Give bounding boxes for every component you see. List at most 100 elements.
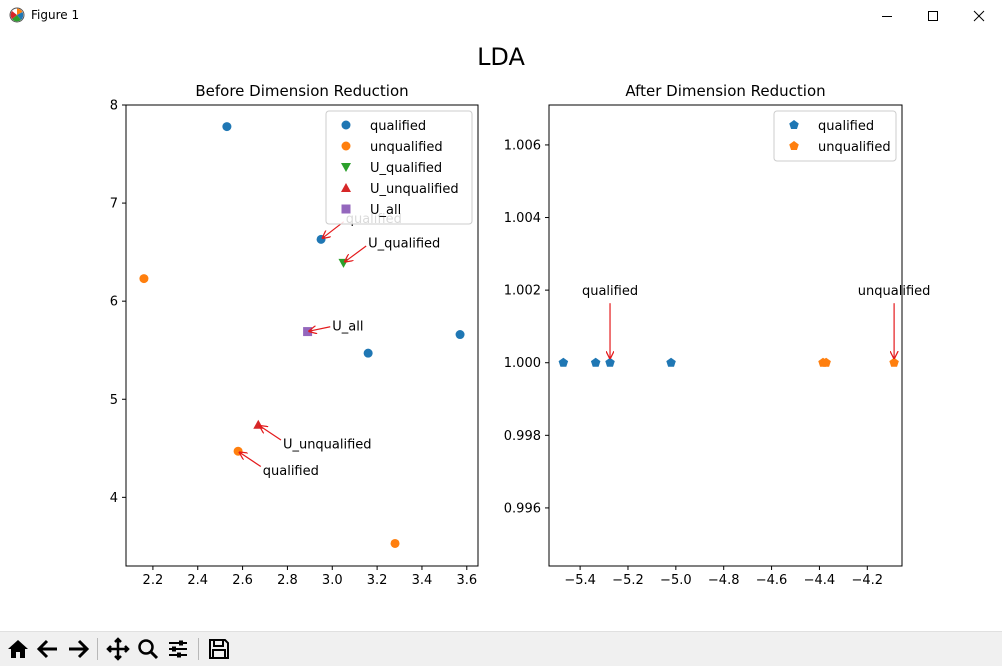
- annotation-label: U_all: [332, 320, 363, 335]
- pan-icon: [106, 637, 130, 661]
- legend-label-u-all: U_all: [370, 203, 401, 218]
- minimize-button[interactable]: [864, 0, 910, 32]
- legend-marker-qualified: [789, 120, 799, 130]
- back-button[interactable]: [35, 636, 61, 662]
- data-point-unqualified: [390, 538, 400, 548]
- legend-marker-qualified: [341, 120, 351, 130]
- configure-subplots-button[interactable]: [165, 636, 191, 662]
- annotation-label: unqualified: [858, 284, 931, 299]
- y-tick-label: 7: [110, 197, 118, 212]
- y-tick-label: 1.002: [504, 284, 541, 299]
- x-tick-label: 3.4: [412, 573, 433, 588]
- x-tick-label: 2.6: [232, 573, 253, 588]
- minimize-icon: [882, 16, 892, 17]
- window-titlebar: Figure 1: [0, 0, 1002, 32]
- data-point-qualified: [455, 330, 465, 340]
- y-tick-label: 5: [110, 393, 118, 408]
- x-tick-label: −5.2: [612, 573, 644, 588]
- y-tick-label: 8: [110, 99, 118, 114]
- y-tick-label: 1.000: [504, 356, 541, 371]
- x-tick-label: 3.2: [367, 573, 388, 588]
- data-point-qualified: [558, 357, 569, 367]
- x-tick-label: −4.6: [756, 573, 788, 588]
- legend-marker-u-unqualified: [341, 183, 351, 192]
- x-tick-label: 3.6: [456, 573, 477, 588]
- annotation-arrow: [345, 245, 367, 262]
- x-tick-label: 3.0: [322, 573, 343, 588]
- data-point-unqualified: [139, 274, 149, 284]
- pan-button[interactable]: [105, 636, 131, 662]
- legend: qualified unqualified: [773, 110, 897, 162]
- matplotlib-icon: [9, 7, 25, 23]
- toolbar-separator: [97, 638, 98, 660]
- legend-label-qualified: qualified: [370, 119, 426, 134]
- save-icon: [209, 639, 229, 659]
- legend-label-qualified: qualified: [818, 119, 874, 134]
- legend-marker-unqualified: [789, 141, 799, 151]
- legend-marker-u-qualified: [341, 163, 351, 172]
- x-tick-label: 2.4: [187, 573, 208, 588]
- figure-suptitle: LDA: [477, 43, 525, 71]
- maximize-button[interactable]: [910, 0, 956, 32]
- home-button[interactable]: [5, 636, 31, 662]
- annotation-label: U_qualified: [368, 236, 440, 251]
- data-point-u-all: [303, 327, 313, 337]
- x-tick-label: −4.2: [852, 573, 884, 588]
- legend-label-unqualified: unqualified: [370, 140, 443, 155]
- zoom-button[interactable]: [135, 636, 161, 662]
- configure-subplots-icon: [169, 640, 187, 658]
- y-tick-label: 0.998: [504, 429, 541, 444]
- y-tick-label: 4: [110, 491, 118, 506]
- legend-frame: [773, 110, 897, 162]
- close-icon: [973, 10, 985, 22]
- back-arrow-icon: [36, 639, 57, 659]
- y-tick-label: 0.996: [504, 501, 541, 516]
- legend-frame: [325, 110, 473, 225]
- y-tick-label: 1.004: [504, 211, 541, 226]
- maximize-icon: [928, 11, 938, 21]
- data-point-unqualified: [233, 446, 243, 456]
- legend-label-u-qualified: U_qualified: [370, 161, 442, 176]
- annotation-label: qualified: [263, 464, 319, 479]
- legend-marker-unqualified: [341, 141, 351, 151]
- plot-after-dimension-reduction[interactable]: After Dimension Reduction −5.4 −5.2 −5.0 −4.…: [504, 82, 931, 588]
- annotation-arrow: [260, 426, 282, 441]
- legend-marker-u-all: [341, 204, 351, 214]
- y-tick-label: 1.006: [504, 138, 541, 153]
- x-tick-label: 2.8: [277, 573, 298, 588]
- toolbar-separator: [198, 638, 199, 660]
- forward-button[interactable]: [65, 636, 91, 662]
- legend-label-u-unqualified: U_unqualified: [370, 182, 459, 197]
- annotation-label: qualified: [582, 284, 638, 299]
- x-tick-label: −5.4: [564, 573, 596, 588]
- axes-frame: [548, 104, 903, 567]
- save-button[interactable]: [206, 636, 232, 662]
- y-tick-label: 6: [110, 295, 118, 310]
- data-point-qualified: [666, 357, 676, 367]
- zoom-icon: [138, 639, 159, 660]
- home-icon: [8, 640, 28, 658]
- plot-before-dimension-reduction[interactable]: Before Dimension Reduction 2.2 2.4 2.6 2.8 3.…: [110, 82, 479, 588]
- x-tick-label: −4.4: [804, 573, 836, 588]
- x-tick-label: 2.2: [143, 573, 164, 588]
- data-point-qualified: [605, 357, 615, 367]
- legend-label-unqualified: unqualified: [818, 140, 891, 155]
- forward-arrow-icon: [69, 639, 90, 659]
- figure-canvas: LDA Before Dimension Reduction 2.2 2.4 2.6 2…: [110, 43, 931, 588]
- navigation-toolbar: [0, 631, 1002, 666]
- data-point-unqualified: [889, 357, 899, 367]
- data-point-unqualified: [821, 357, 831, 367]
- x-tick-label: −5.0: [660, 573, 692, 588]
- data-point-qualified: [590, 357, 601, 367]
- annotation-arrow: [309, 327, 331, 331]
- window-title: Figure 1: [31, 8, 80, 22]
- data-point-qualified: [222, 122, 232, 132]
- x-tick-label: −4.8: [708, 573, 740, 588]
- annotation-arrow: [240, 452, 262, 468]
- data-point-qualified: [363, 348, 373, 358]
- close-button[interactable]: [956, 0, 1002, 32]
- legend: qualified unqualified U_qualified U_unquali…: [325, 110, 473, 225]
- annotation-label: U_unqualified: [283, 437, 372, 452]
- plot-title: Before Dimension Reduction: [195, 82, 408, 100]
- plot-title: After Dimension Reduction: [625, 82, 825, 100]
